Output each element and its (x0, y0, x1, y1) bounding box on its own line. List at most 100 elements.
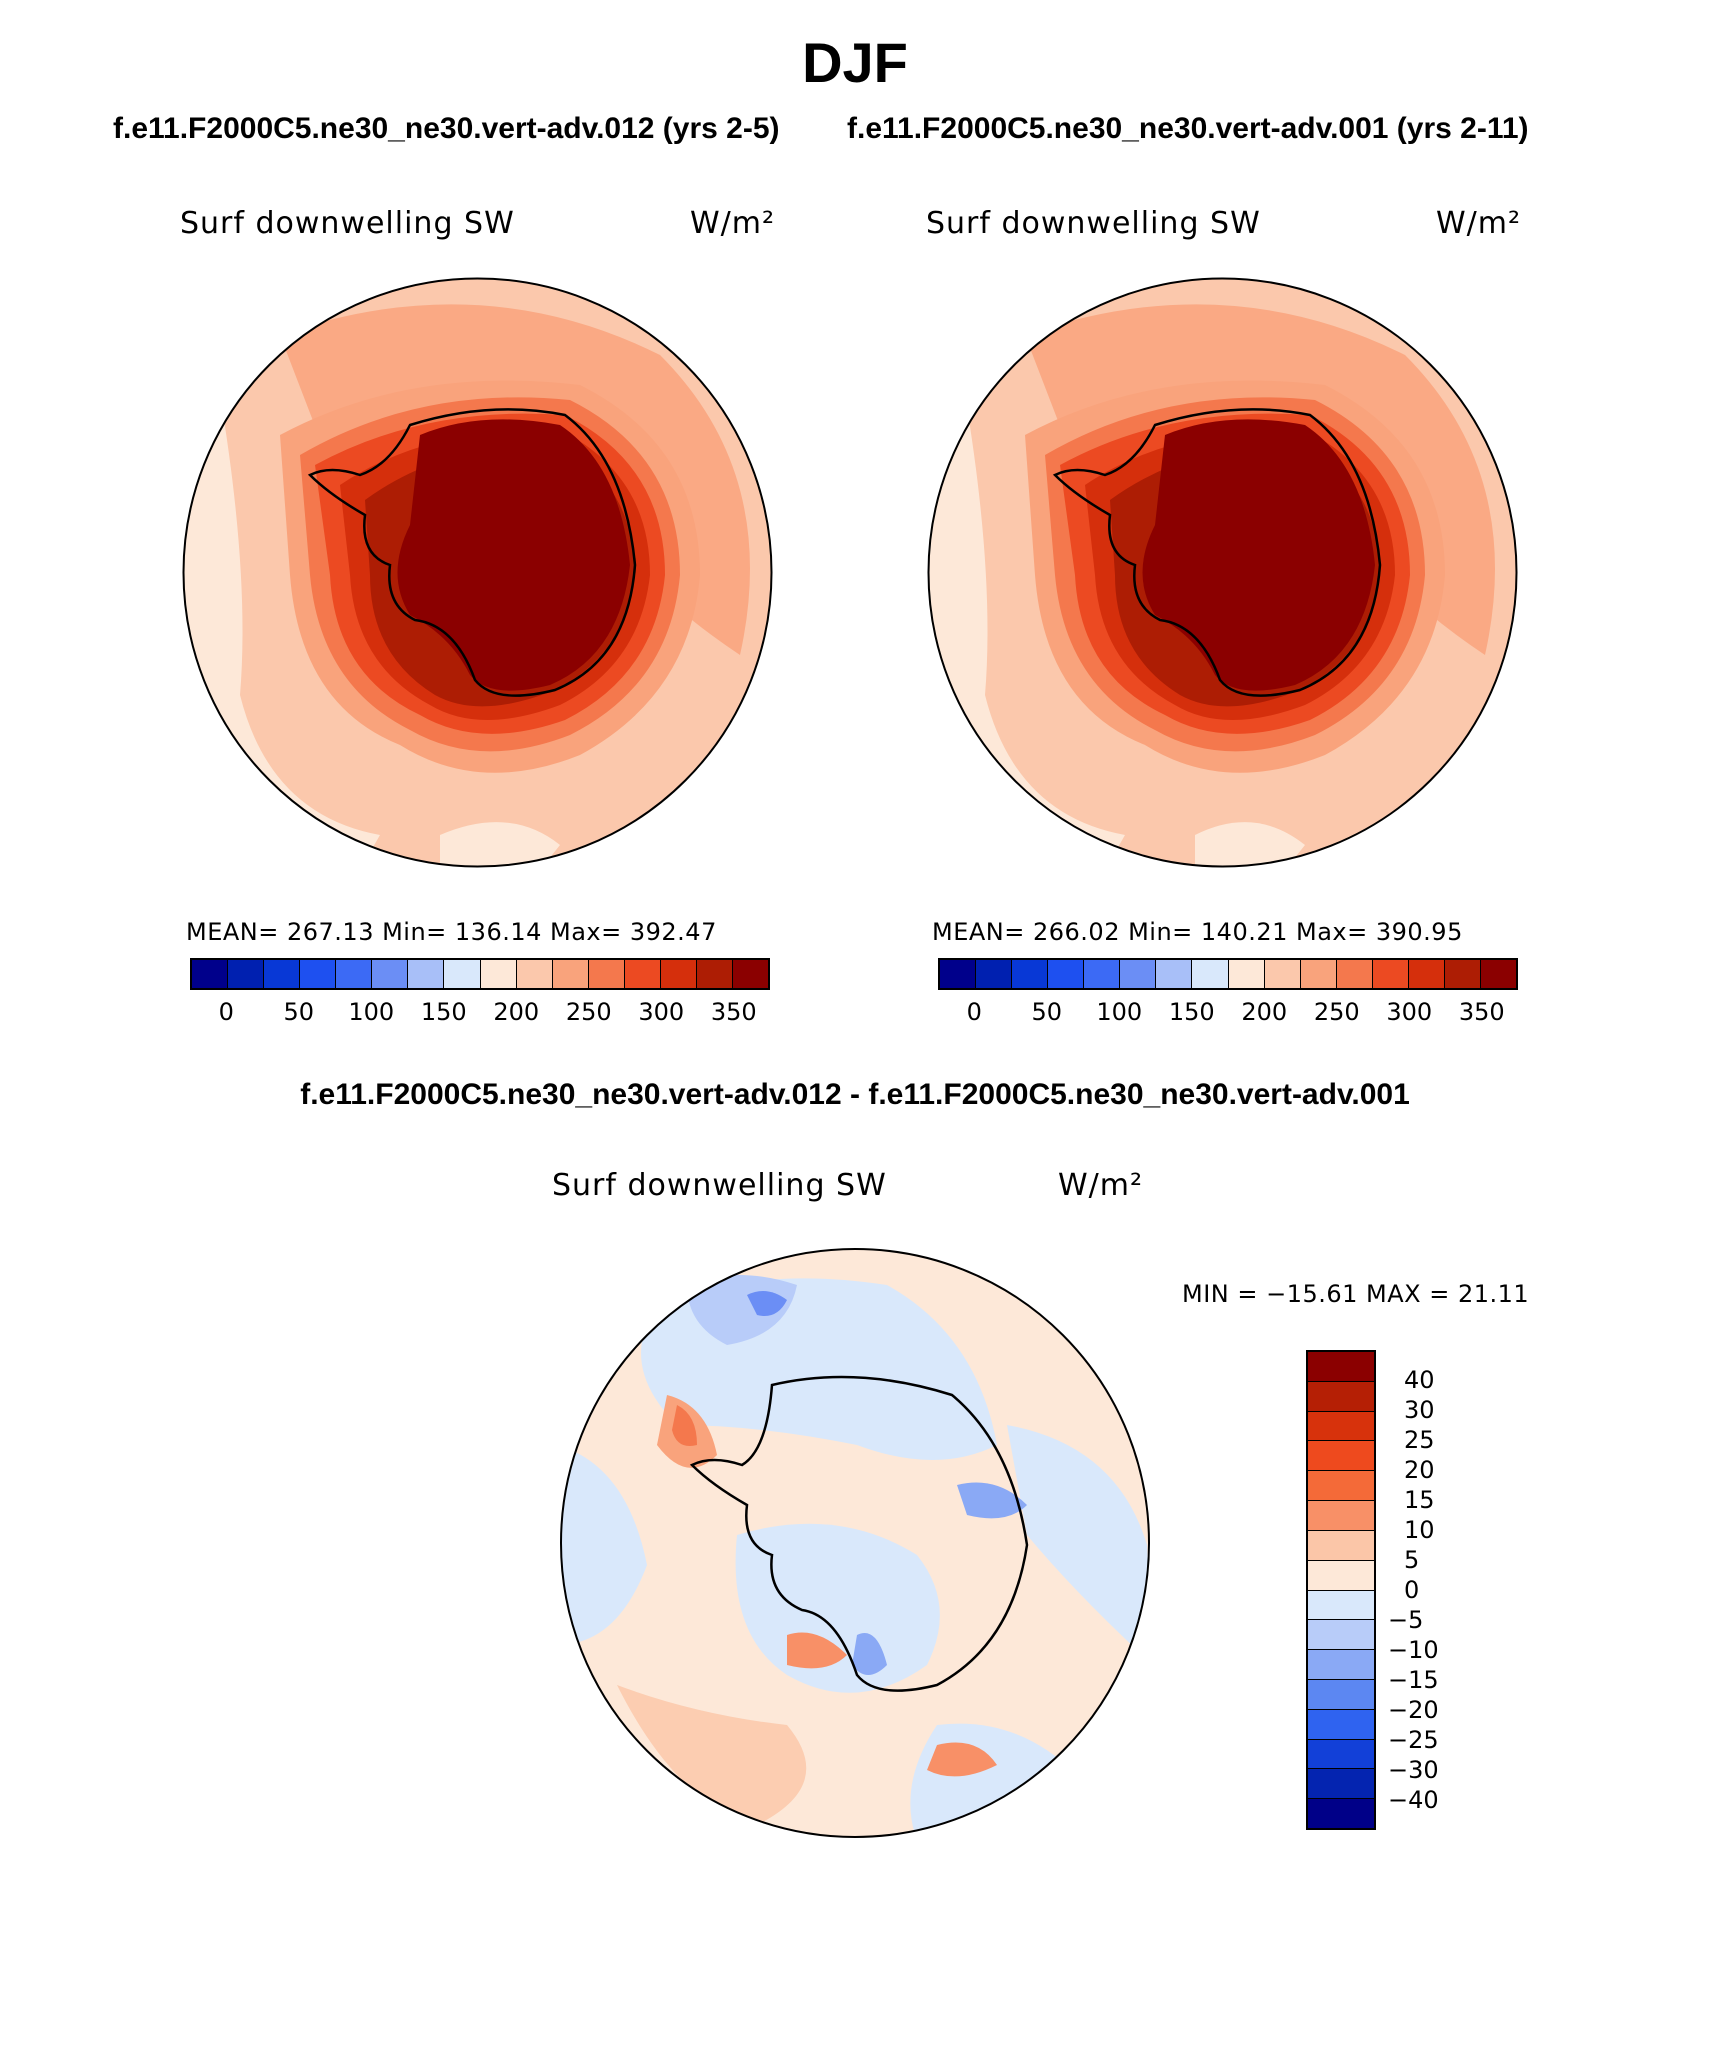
diff-colorbar-tick-label: 25 (1404, 1426, 1435, 1454)
diff-colorbar-tick-label: 20 (1404, 1456, 1435, 1484)
diff-colorbar-swatch (1308, 1471, 1374, 1502)
case-b-variable-label: Surf downwelling SW (926, 206, 1261, 241)
case-a-colorbar-swatch (696, 960, 733, 988)
case-b-colorbar-tick-label: 100 (1096, 998, 1143, 1026)
diff-colorbar-tick-label: 0 (1404, 1576, 1420, 1604)
case-b-colorbar-swatch (1192, 960, 1229, 988)
case-b-colorbar-tick-label: 250 (1313, 998, 1360, 1026)
case-a-colorbar-tick-label: 200 (493, 998, 540, 1026)
case-b-colorbar-swatch (1372, 960, 1409, 988)
case-a-variable-label: Surf downwelling SW (180, 206, 515, 241)
diff-colorbar-swatch (1308, 1709, 1374, 1740)
diff-colorbar-swatch (1308, 1441, 1374, 1472)
case-a-colorbar-swatch (264, 960, 301, 988)
diff-colorbar-tick-label: −10 (1388, 1636, 1439, 1664)
case-a-colorbar-swatch (228, 960, 265, 988)
case-b-colorbar-swatch (1300, 960, 1337, 988)
case-a-colorbar-swatch (588, 960, 625, 988)
case-a-colorbar-tick-label: 350 (710, 998, 757, 1026)
case-b-colorbar-tick-label: 200 (1241, 998, 1288, 1026)
case-b-colorbar-swatch (1120, 960, 1157, 988)
case-b-colorbar-swatch (1336, 960, 1373, 988)
case-b-colorbar-swatch (1264, 960, 1301, 988)
case-a-stats: MEAN= 267.13 Min= 136.14 Max= 392.47 (186, 918, 717, 946)
case-a-title: f.e11.F2000C5.ne30_ne30.vert-adv.012 (yr… (113, 112, 780, 145)
diff-colorbar-tick-label: −25 (1388, 1726, 1439, 1754)
case-b-colorbar-swatch (1480, 960, 1516, 988)
diff-colorbar-swatch (1308, 1620, 1374, 1651)
case-b-colorbar-swatch (1084, 960, 1121, 988)
case-a-colorbar-tick-label: 0 (218, 998, 234, 1026)
case-a-colorbar-swatch (300, 960, 337, 988)
diff-colorbar-swatch (1308, 1590, 1374, 1621)
case-a-colorbar-swatch (408, 960, 445, 988)
diff-colorbar-tick-label: −5 (1388, 1606, 1424, 1634)
case-b-colorbar-tick-label: 0 (966, 998, 982, 1026)
diff-colorbar-tick-label: 5 (1404, 1546, 1420, 1574)
diff-colorbar-swatch (1308, 1560, 1374, 1591)
diff-min-max: MIN = −15.61 MAX = 21.11 (1182, 1280, 1530, 1308)
case-b-colorbar-tick-label: 50 (1031, 998, 1063, 1026)
diff-colorbar-swatch (1308, 1739, 1374, 1770)
case-a-colorbar-swatch (552, 960, 589, 988)
case-a-colorbar-swatch (192, 960, 229, 988)
case-a-colorbar-tick-label: 150 (420, 998, 467, 1026)
case-a-colorbar (190, 958, 770, 990)
diff-colorbar-tick-label: 30 (1404, 1396, 1435, 1424)
diff-colorbar-swatch (1308, 1501, 1374, 1531)
diff-colorbar-tick-label: 10 (1404, 1516, 1435, 1544)
diff-variable-label: Surf downwelling SW (552, 1168, 887, 1203)
case-a-colorbar-tick-label: 50 (283, 998, 315, 1026)
page-title: DJF (802, 31, 908, 94)
case-b-polar-map (927, 277, 1518, 868)
case-a-colorbar-swatch (444, 960, 481, 988)
case-a-colorbar-tick-label: 300 (638, 998, 685, 1026)
diff-units-label: W/m² (1058, 1168, 1144, 1203)
diff-colorbar-tick-label: −20 (1388, 1696, 1439, 1724)
diff-colorbar-swatch (1308, 1650, 1374, 1680)
case-b-colorbar-swatch (1012, 960, 1049, 988)
diff-colorbar-swatch (1308, 1679, 1374, 1710)
case-b-stats: MEAN= 266.02 Min= 140.21 Max= 390.95 (932, 918, 1463, 946)
difference-polar-map (560, 1248, 1150, 1838)
case-b-title: f.e11.F2000C5.ne30_ne30.vert-adv.001 (yr… (847, 112, 1529, 145)
case-b-units-label: W/m² (1436, 206, 1522, 241)
diff-colorbar-ticks: 40 30 25 20 15 10 5 0 −5 −10 −15 −20 −25 −30 −40 (1388, 1350, 1478, 1830)
diff-colorbar-swatch (1308, 1530, 1374, 1561)
case-a-colorbar-swatch (624, 960, 661, 988)
case-a-colorbar-swatch (372, 960, 409, 988)
diff-colorbar (1306, 1350, 1376, 1830)
case-a-colorbar-swatch (516, 960, 553, 988)
diff-colorbar-swatch (1308, 1381, 1374, 1412)
case-a-colorbar-swatch (336, 960, 373, 988)
case-b-colorbar-tick-label: 350 (1458, 998, 1505, 1026)
case-a-colorbar-swatch (480, 960, 517, 988)
case-b-colorbar-ticks: 0 50 100 150 200 250 300 350 (938, 998, 1518, 1028)
case-b-colorbar-tick-label: 150 (1168, 998, 1215, 1026)
diff-colorbar-swatch (1308, 1352, 1374, 1382)
diff-colorbar-tick-label: 40 (1404, 1366, 1435, 1394)
diff-colorbar-swatch (1308, 1411, 1374, 1442)
case-a-units-label: W/m² (690, 206, 776, 241)
difference-title: f.e11.F2000C5.ne30_ne30.vert-adv.012 - f… (300, 1078, 1410, 1111)
case-a-polar-map (182, 277, 773, 868)
diff-colorbar-swatch (1308, 1769, 1374, 1800)
diff-colorbar-tick-label: 15 (1404, 1486, 1435, 1514)
diff-colorbar-tick-label: −30 (1388, 1756, 1439, 1784)
case-b-colorbar-swatch (1156, 960, 1193, 988)
case-a-colorbar-swatch (660, 960, 697, 988)
case-b-colorbar-swatch (976, 960, 1013, 988)
case-a-colorbar-tick-label: 100 (348, 998, 395, 1026)
diff-colorbar-tick-label: −15 (1388, 1666, 1439, 1694)
case-a-colorbar-ticks: 0 50 100 150 200 250 300 350 (190, 998, 770, 1028)
case-b-colorbar-swatch (1408, 960, 1445, 988)
case-b-colorbar-tick-label: 300 (1386, 998, 1433, 1026)
diff-colorbar-swatch (1308, 1799, 1374, 1828)
case-a-colorbar-swatch (732, 960, 768, 988)
case-a-colorbar-tick-label: 250 (565, 998, 612, 1026)
case-b-colorbar (938, 958, 1518, 990)
diff-colorbar-tick-label: −40 (1388, 1786, 1439, 1814)
case-b-colorbar-swatch (940, 960, 977, 988)
case-b-colorbar-swatch (1048, 960, 1085, 988)
case-b-colorbar-swatch (1444, 960, 1481, 988)
